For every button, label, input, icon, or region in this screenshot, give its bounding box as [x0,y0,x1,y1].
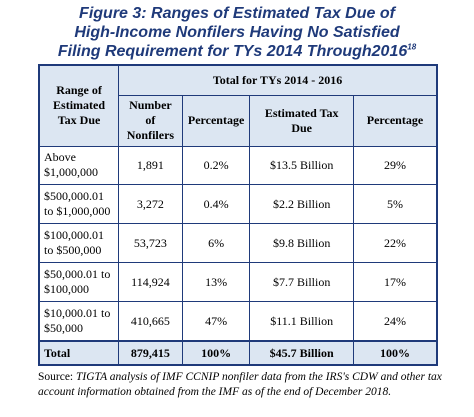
total-percentage-2: 100% [352,340,438,366]
cell-tax-due: $2.2 Billion [249,184,354,225]
header-percentage-1: Percentage [181,94,251,147]
figure-title: Figure 3: Ranges of Estimated Tax Due of… [0,4,474,61]
tax-due-table: Range of Estimated Tax Due Total for TYs… [38,64,438,366]
table-row: Above $1,000,000 1,891 0.2% $13.5 Billio… [38,145,438,186]
table-header: Range of Estimated Tax Due Total for TYs… [38,64,438,147]
table-container: Range of Estimated Tax Due Total for TYs… [38,64,438,366]
footnote-marker: 18 [407,42,417,52]
cell-range: $100,000.01 to $500,000 [38,223,120,264]
cell-tax-due: $9.8 Billion [249,223,354,264]
cell-tax-due: $11.1 Billion [249,301,354,342]
table-row: $50,000.01 to $100,000 114,924 13% $7.7 … [38,262,438,302]
title-line-1: Figure 3: Ranges of Estimated Tax Due of [79,5,395,22]
cell-nonfilers: 114,924 [118,262,183,302]
source-label: Source: [38,371,74,383]
cell-percentage-2: 29% [352,145,438,186]
table-row: $100,000.01 to $500,000 53,723 6% $9.8 B… [38,223,438,264]
cell-tax-due: $7.7 Billion [249,262,354,302]
total-row: Total 879,415 100% $45.7 Billion 100% [38,340,438,366]
cell-percentage-2: 24% [352,301,438,342]
cell-range: $50,000.01 to $100,000 [38,262,120,302]
header-group: Total for TYs 2014 - 2016 [118,64,438,96]
cell-nonfilers: 53,723 [118,223,183,264]
cell-percentage-1: 47% [181,301,251,342]
cell-range: $10,000.01 to $50,000 [38,301,120,342]
cell-nonfilers: 410,665 [118,301,183,342]
cell-percentage-2: 17% [352,262,438,302]
header-percentage-2: Percentage [352,94,438,147]
cell-tax-due: $13.5 Billion [249,145,354,186]
table-row: $500,000.01 to $1,000,000 3,272 0.4% $2.… [38,184,438,225]
table-body: Above $1,000,000 1,891 0.2% $13.5 Billio… [38,145,438,366]
total-tax-due: $45.7 Billion [249,340,354,366]
header-range: Range of Estimated Tax Due [38,64,120,147]
source-text: TIGTA analysis of IMF CCNIP nonfiler dat… [38,371,442,398]
table-row: $10,000.01 to $50,000 410,665 47% $11.1 … [38,301,438,342]
header-estimated-tax-due: Estimated Tax Due [249,94,354,147]
cell-range: $500,000.01 to $1,000,000 [38,184,120,225]
total-percentage-1: 100% [181,340,251,366]
total-nonfilers: 879,415 [118,340,183,366]
cell-percentage-1: 0.4% [181,184,251,225]
cell-percentage-1: 6% [181,223,251,264]
cell-percentage-2: 22% [352,223,438,264]
total-label: Total [38,340,120,366]
cell-percentage-1: 13% [181,262,251,302]
cell-range: Above $1,000,000 [38,145,120,186]
cell-percentage-2: 5% [352,184,438,225]
title-line-3-text: Filing Requirement for TYs 2014 Through2… [57,43,408,60]
header-number-of-nonfilers: Number of Nonfilers [118,94,183,147]
title-line-3: Filing Requirement for TYs 2014 Through2… [0,42,474,61]
cell-nonfilers: 1,891 [118,145,183,186]
cell-percentage-1: 0.2% [181,145,251,186]
source-note: Source: TIGTA analysis of IMF CCNIP nonf… [38,370,448,400]
cell-nonfilers: 3,272 [118,184,183,225]
title-line-2: High-Income Nonfilers Having No Satisfie… [74,24,400,41]
